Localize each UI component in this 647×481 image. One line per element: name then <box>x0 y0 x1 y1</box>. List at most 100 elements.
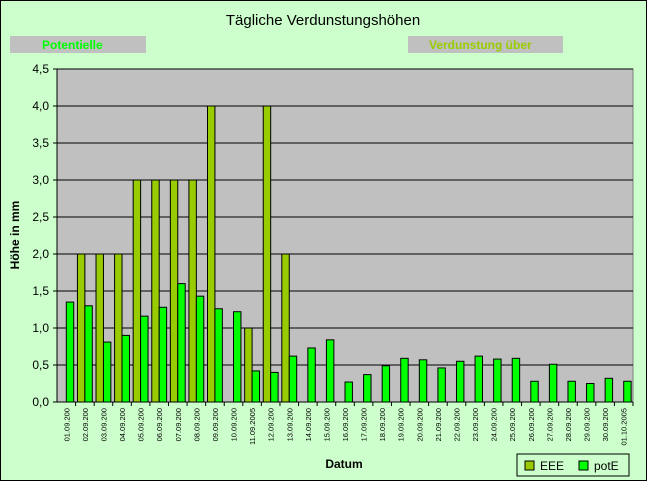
banner-left-text: Potentielle <box>42 38 103 52</box>
x-tick-label: 23.09.200 <box>471 408 480 441</box>
bar-eee <box>76 253 86 403</box>
x-axis-title: Datum <box>325 457 362 471</box>
bar-pote <box>121 334 130 403</box>
x-tick-label: 17.09.200 <box>360 408 369 441</box>
bar-pote <box>586 383 595 403</box>
bars-group <box>65 105 632 403</box>
bar-pote <box>195 295 205 403</box>
bar-pote <box>400 357 409 403</box>
x-tick-label: 19.09.200 <box>397 408 406 441</box>
bar-pote <box>548 363 558 403</box>
x-tick-label: 25.09.200 <box>508 408 517 441</box>
bar-eee <box>114 253 123 403</box>
bar-pote <box>344 381 353 403</box>
y-tick-label: 3,5 <box>32 136 49 150</box>
x-tick-label: 14.09.200 <box>304 408 313 441</box>
y-tick-label: 0,0 <box>32 395 49 409</box>
banner-right-text: Verdunstung über <box>429 38 532 52</box>
y-axis-title: Höhe in mm <box>8 201 22 270</box>
y-tick-label: 1,5 <box>32 284 49 298</box>
y-tick-label: 3,0 <box>32 173 49 187</box>
bar-pote <box>307 347 316 403</box>
x-tick-label: 16.09.200 <box>341 408 350 441</box>
banner-left-box <box>10 36 146 53</box>
bar-pote <box>158 306 168 403</box>
x-tick-label: 22.09.200 <box>452 408 461 441</box>
bar-pote <box>437 367 446 403</box>
bar-pote <box>530 380 539 403</box>
y-tick-label: 4,0 <box>32 99 49 113</box>
x-tick-label: 01.09.200 <box>62 408 71 441</box>
legend-label-pote: potE <box>594 459 619 473</box>
y-tick-label: 2,5 <box>32 210 49 224</box>
x-tick-label: 18.09.200 <box>378 408 387 441</box>
bar-eee <box>244 327 253 403</box>
y-axis-ticks: 0,0 0,5 1,0 1,5 2,0 2,5 3,0 3,5 4,0 4,5 <box>32 62 57 409</box>
bar-eee <box>188 179 197 403</box>
bar-pote <box>623 380 632 403</box>
legend: EEE potE <box>516 453 630 477</box>
bar-pote <box>474 355 483 403</box>
bar-eee <box>151 179 160 403</box>
x-tick-label: 07.09.200 <box>174 408 183 441</box>
x-tick-label: 11.09.2005 <box>248 408 257 445</box>
x-axis-ticks: 01.09.200 02.09.200 03.09.200 04.09.200 05.0… <box>62 402 634 446</box>
bar-pote <box>65 301 75 403</box>
x-tick-label: 04.09.200 <box>118 408 127 441</box>
x-tick-label: 05.09.200 <box>137 408 146 441</box>
bar-pote <box>84 305 93 403</box>
bar-pote <box>214 308 223 403</box>
bar-pote <box>455 360 465 403</box>
x-tick-label: 02.09.200 <box>81 408 90 441</box>
bar-pote <box>325 339 335 403</box>
x-tick-label: 27.09.200 <box>545 408 554 441</box>
bar-pote <box>418 359 428 403</box>
x-tick-label: 06.09.200 <box>155 408 164 441</box>
legend-label-eee: EEE <box>540 459 564 473</box>
bar-eee <box>281 253 290 403</box>
legend-box <box>516 453 630 477</box>
x-tick-label: 28.09.200 <box>564 408 573 441</box>
x-tick-label: 03.09.200 <box>99 408 108 441</box>
x-tick-label: 21.09.200 <box>434 408 443 441</box>
bar-pote <box>233 311 242 403</box>
bar-pote <box>140 315 149 403</box>
x-tick-label: 09.09.200 <box>211 408 220 441</box>
bar-eee <box>132 179 142 403</box>
x-tick-label: 15.09.200 <box>322 408 331 441</box>
legend-swatch-pote <box>578 460 589 471</box>
x-tick-label: 29.09.200 <box>583 408 592 441</box>
y-tick-label: 2,0 <box>32 247 49 261</box>
x-tick-label: 24.09.200 <box>490 408 499 441</box>
banner-right-box <box>408 36 563 53</box>
bar-pote <box>493 358 502 403</box>
y-tick-label: 0,5 <box>32 358 49 372</box>
x-tick-label: 30.09.200 <box>601 408 610 441</box>
y-tick-label: 4,5 <box>32 62 49 76</box>
bar-pote <box>251 370 261 403</box>
bar-pote <box>604 377 614 403</box>
x-tick-label: 20.09.200 <box>415 408 424 441</box>
bar-pote <box>270 371 279 403</box>
x-tick-label: 10.09.200 <box>230 408 239 441</box>
bar-eee <box>262 105 272 403</box>
bar-pote <box>102 341 112 403</box>
bar-eee <box>95 253 104 403</box>
chart-title: Tägliche Verdunstungshöhen <box>226 12 420 29</box>
x-tick-label: 12.09.200 <box>267 408 276 441</box>
x-tick-label: 01.10.2005 <box>620 408 629 446</box>
bar-pote <box>288 355 298 403</box>
legend-swatch-eee <box>524 460 535 471</box>
bar-pote <box>363 374 372 403</box>
x-tick-label: 08.09.200 <box>192 408 201 441</box>
bar-pote <box>567 380 576 403</box>
y-tick-label: 1,0 <box>32 321 49 335</box>
bar-pote <box>511 357 521 403</box>
bar-eee <box>207 105 216 403</box>
bar-pote <box>177 283 186 403</box>
bar-pote <box>381 365 391 403</box>
bar-eee <box>169 179 179 403</box>
x-tick-label: 26.09.200 <box>527 408 536 441</box>
